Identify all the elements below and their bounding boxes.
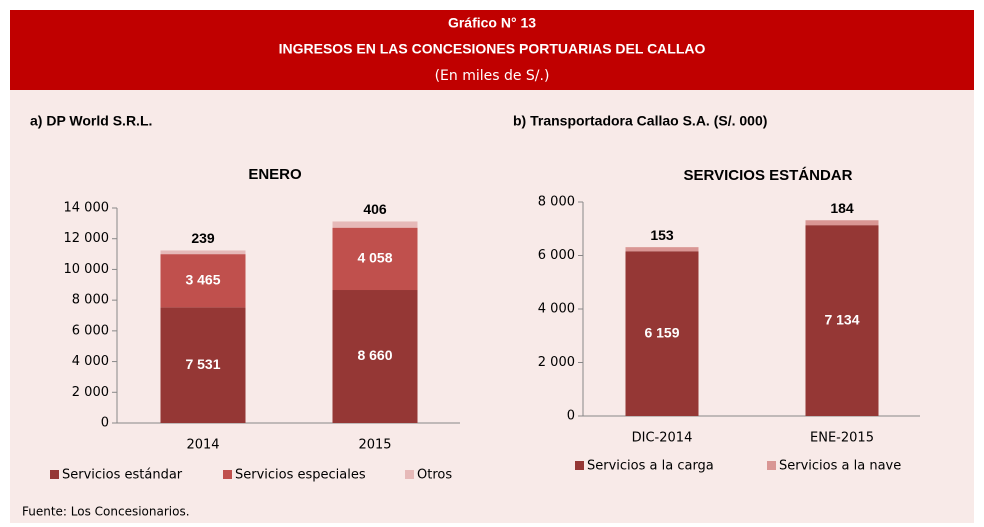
figure-title: INGRESOS EN LAS CONCESIONES PORTUARIAS D… [279,41,706,57]
value-label: 239 [191,230,215,246]
x-tick-label: DIC-2014 [632,431,693,446]
legend-label: Servicios estándar [62,468,183,483]
header-band [10,10,974,90]
y-tick-label: 12 000 [64,231,110,246]
legend-swatch [405,470,414,479]
y-tick-label: 2 000 [72,385,109,400]
y-tick-label: 2 000 [538,355,575,370]
value-label: 7 134 [824,311,859,327]
chart-title: ENERO [248,166,302,183]
value-label: 3 465 [185,271,220,287]
value-label: 406 [363,201,387,217]
y-tick-label: 10 000 [64,262,110,277]
y-tick-label: 0 [101,416,109,431]
bar-segment [805,220,879,226]
bar-segment [332,290,418,423]
x-tick-label: ENE-2015 [810,431,874,446]
bar-segment [805,225,879,416]
legend-label: Servicios a la nave [779,459,901,474]
legend-swatch [575,461,584,470]
bar-segment [625,247,699,252]
bar-segment [625,251,699,416]
bar-segment [332,227,418,291]
y-tick-label: 0 [567,409,575,424]
bar-segment [160,307,246,423]
panel-label: a) DP World S.R.L. [30,113,152,129]
y-tick-label: 8 000 [72,293,109,308]
y-tick-label: 4 000 [72,354,109,369]
legend-label: Servicios especiales [235,468,366,483]
y-tick-label: 6 000 [538,248,575,263]
legend-label: Otros [417,468,452,483]
legend-swatch [223,470,232,479]
y-tick-label: 4 000 [538,302,575,317]
panel-label: b) Transportadora Callao S.A. (S/. 000) [513,113,767,129]
bar-segment [332,221,418,228]
legend-swatch [50,470,59,479]
value-label: 8 660 [357,347,392,363]
bar-segment [160,254,246,308]
value-label: 6 159 [644,324,679,340]
figure-subtitle: (En miles de S/.) [435,68,550,84]
legend-swatch [767,461,776,470]
legend-label: Servicios a la carga [587,459,714,474]
value-label: 4 058 [357,250,392,266]
x-tick-label: 2015 [358,438,391,453]
value-label: 153 [650,227,674,243]
chart-title: SERVICIOS ESTÁNDAR [684,167,853,184]
value-label: 184 [830,200,854,216]
y-tick-label: 14 000 [64,201,110,216]
figure-number: Gráfico N° 13 [448,15,536,31]
value-label: 7 531 [185,356,220,372]
y-tick-label: 6 000 [72,323,109,338]
y-tick-label: 8 000 [538,195,575,210]
source: Fuente: Los Concesionarios. [22,505,190,519]
bar-segment [160,250,246,255]
x-tick-label: 2014 [186,438,219,453]
